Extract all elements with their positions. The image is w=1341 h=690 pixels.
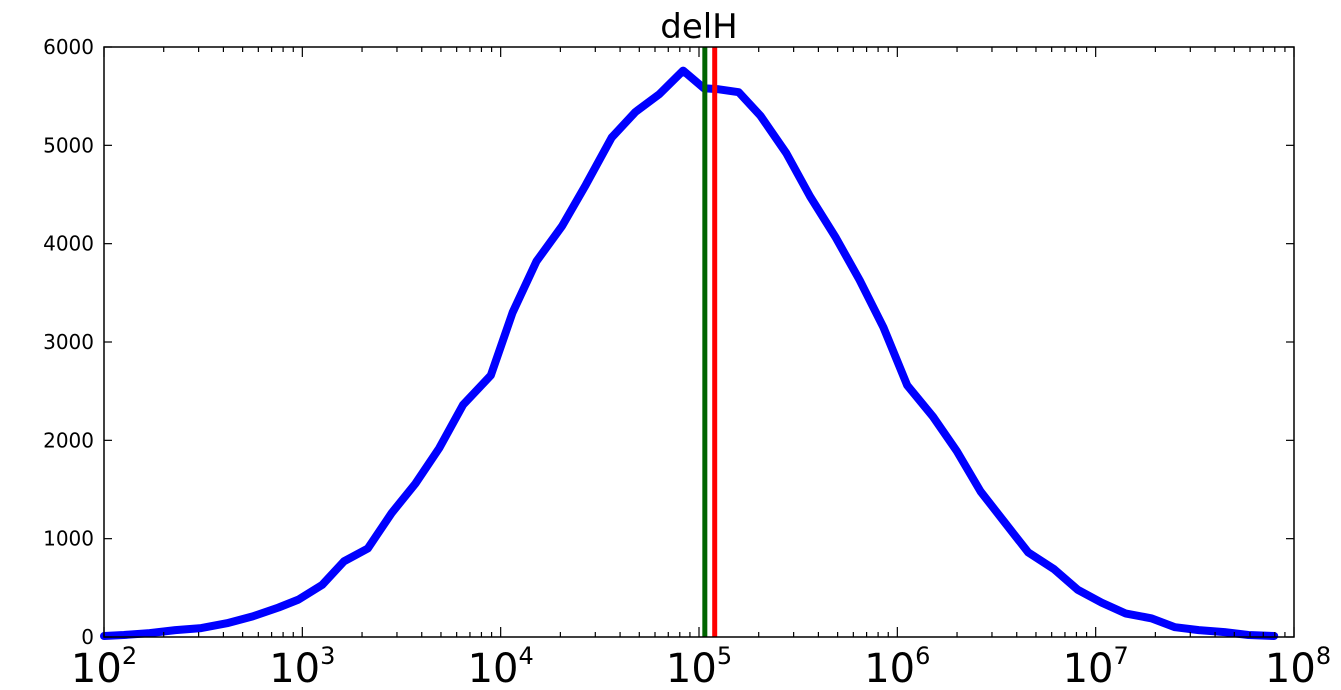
y-tick-label: 1000: [43, 527, 94, 551]
plot-background: [104, 47, 1294, 637]
x-tick-label: 108: [1265, 642, 1331, 690]
y-tick-label: 4000: [43, 232, 94, 256]
chart-title: delH: [660, 7, 738, 47]
tick-labels-layer: 0 1000 2000 3000 4000 5000 6000 102 103 104 105 106…: [43, 35, 1331, 690]
marker-lines-layer: [702, 47, 718, 637]
x-tick-label: 107: [1063, 642, 1129, 690]
plot-area: [104, 47, 1294, 637]
x-tick-label: 103: [269, 642, 335, 690]
series-line-0: [100, 66, 1279, 640]
y-tick-label: 3000: [43, 330, 94, 354]
y-tick-label: 6000: [43, 35, 94, 59]
series-layer: [100, 66, 1279, 640]
x-tick-label: 105: [666, 642, 732, 690]
y-tick-label: 5000: [43, 133, 94, 157]
x-tick-label: 104: [468, 642, 534, 690]
x-tick-label: 102: [71, 642, 137, 690]
y-tick-label: 0: [81, 625, 94, 649]
ticks-layer: [103, 46, 1295, 638]
x-tick-label: 106: [864, 642, 930, 690]
y-tick-label: 2000: [43, 428, 94, 452]
